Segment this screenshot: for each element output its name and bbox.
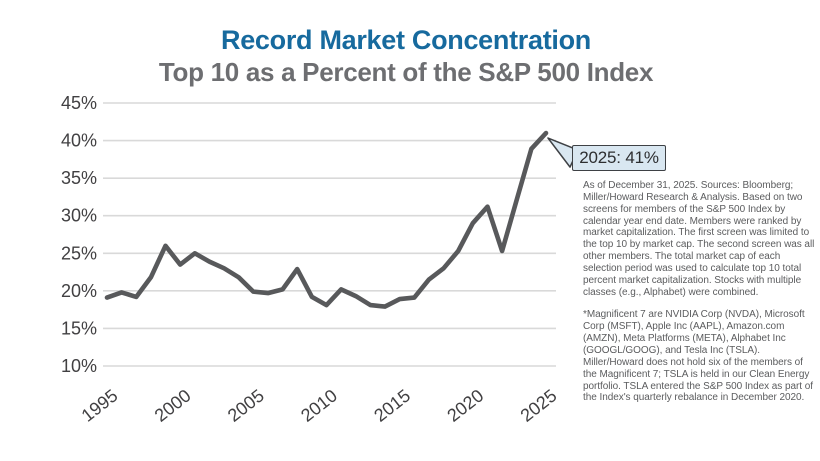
y-tick-label: 30% bbox=[61, 206, 97, 226]
y-tick-label: 35% bbox=[61, 168, 97, 188]
source-note: As of December 31, 2025. Sources: Bloomb… bbox=[583, 180, 815, 298]
x-tick-label: 2010 bbox=[297, 385, 341, 425]
y-tick-label: 10% bbox=[61, 356, 97, 376]
chart-title: Record Market Concentration bbox=[221, 25, 591, 55]
footnotes: As of December 31, 2025. Sources: Bloomb… bbox=[583, 180, 816, 415]
x-tick-label: 2015 bbox=[370, 385, 414, 425]
y-tick-label: 15% bbox=[61, 318, 97, 338]
x-tick-label: 2020 bbox=[443, 385, 487, 425]
y-tick-label: 40% bbox=[61, 131, 97, 151]
y-tick-label: 20% bbox=[61, 281, 97, 301]
y-tick-label: 25% bbox=[61, 243, 97, 263]
callout-2025-value: 2025: 41% bbox=[572, 145, 666, 171]
callout-label: 2025: 41% bbox=[579, 148, 659, 167]
top10-percent-line bbox=[104, 130, 549, 309]
x-tick-label: 2025 bbox=[517, 385, 561, 425]
x-tick-label: 2005 bbox=[224, 385, 268, 425]
magnificent7-note: *Magnificent 7 are NVIDIA Corp (NVDA), M… bbox=[583, 309, 813, 404]
y-tick-label: 45% bbox=[61, 93, 97, 113]
title-block: Record Market Concentration Top 10 as a … bbox=[0, 25, 812, 88]
x-tick-label: 2000 bbox=[151, 385, 195, 425]
chart-subtitle: Top 10 as a Percent of the S&P 500 Index bbox=[158, 56, 654, 87]
x-tick-label: 1995 bbox=[78, 385, 122, 425]
